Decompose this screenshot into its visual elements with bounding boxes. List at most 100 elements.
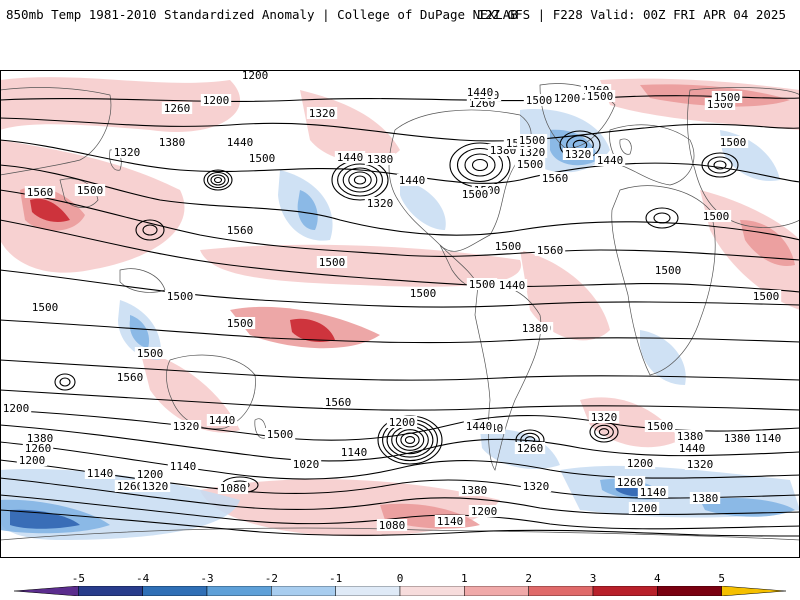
height-contour <box>0 164 800 241</box>
contour-label: 1380 <box>692 492 719 505</box>
anomaly-region <box>0 77 241 132</box>
contour-label: 1500 <box>495 240 522 253</box>
contour-label-bg <box>364 197 396 209</box>
height-contour <box>0 219 800 293</box>
contour-label: 1200 <box>137 468 164 481</box>
colorbar-segment <box>464 586 529 596</box>
contour-label: 1500 <box>519 134 546 147</box>
contour-label: 1260 <box>117 480 144 493</box>
contour-label: 1200 <box>471 505 498 518</box>
contour-label: 1320 <box>114 146 141 159</box>
contour-label: 1500 <box>753 290 780 303</box>
anomaly-map[interactable]: 1200 1260 1200 1320 1260 1320 1380 1440 1500 1440… <box>0 69 800 559</box>
closed-contour <box>135 219 165 241</box>
closed-contour <box>464 153 496 177</box>
contour-label-bg <box>156 136 188 148</box>
contour-label: 1500 <box>469 278 496 291</box>
contour-label: 1140 <box>755 432 782 445</box>
contour-label: 1320 <box>519 146 546 159</box>
contour-label: 1560 <box>542 172 569 185</box>
contour-label-bg <box>468 505 500 517</box>
colorbar-tick-label: -4 <box>136 572 150 585</box>
closed-contour <box>395 429 425 451</box>
anomaly-shading <box>0 77 800 540</box>
contour-label-bg <box>334 151 366 163</box>
height-contour <box>0 189 800 261</box>
contour-label: 1440 <box>597 154 624 167</box>
contour-label: 1500 <box>720 136 747 149</box>
closed-contour <box>348 171 372 189</box>
contour-label-bg <box>114 480 146 492</box>
contour-label-bg <box>364 153 396 165</box>
closed-contour <box>471 158 489 172</box>
colorbar-segment <box>335 586 401 596</box>
contour-label-bg <box>519 322 551 334</box>
contour-label-bg <box>514 442 546 454</box>
contour-label-bg <box>584 90 616 102</box>
contour-label: 1560 <box>117 371 144 384</box>
closed-contour <box>213 176 223 184</box>
contour-label: 1080 <box>379 519 406 532</box>
colorbar-bar <box>14 586 786 596</box>
anomaly-region <box>400 180 446 230</box>
closed-contour <box>337 163 383 197</box>
anomaly-region <box>640 330 686 385</box>
anomaly-region <box>140 350 240 433</box>
contour-label: 1440 <box>399 174 426 187</box>
contour-label: 1500 <box>137 347 164 360</box>
colorbar-segment <box>142 586 208 596</box>
closed-contour <box>456 147 504 183</box>
closed-contour <box>203 169 233 191</box>
contour-label-bg <box>290 458 322 470</box>
contour-label-bg <box>306 107 338 119</box>
contour-label: 1260 <box>517 442 544 455</box>
contour-label-bg <box>466 278 498 290</box>
contour-label: 1440 <box>209 414 236 427</box>
contour-label-bg <box>644 420 676 432</box>
contour-label: 1560 <box>325 396 352 409</box>
closed-contour <box>713 160 727 170</box>
contour-label-bg <box>224 317 256 329</box>
contour-label-bg <box>496 279 528 291</box>
coastline <box>619 138 632 155</box>
colorbar-tick-label: 0 <box>396 572 404 585</box>
contour-label-bg <box>717 136 749 148</box>
contour-label-bg <box>170 420 202 432</box>
closed-contour <box>598 428 610 436</box>
anomaly-region <box>520 250 610 341</box>
contour-label: 1200 <box>19 454 46 467</box>
colorbar-tick-label: 3 <box>589 572 597 585</box>
height-contour <box>0 509 800 537</box>
colorbar-tick-label: 2 <box>525 572 532 585</box>
coastline <box>611 185 716 376</box>
colorbar-tick-label: 4 <box>654 572 661 585</box>
contour-label-bg <box>721 432 753 444</box>
colorbar-segment <box>206 586 272 596</box>
closed-contour <box>142 224 158 236</box>
anomaly-region <box>0 140 185 273</box>
closed-contour <box>400 432 420 448</box>
contour-label-bg <box>0 402 32 414</box>
height-contour <box>0 319 800 344</box>
contour-label: 1140 <box>640 486 667 499</box>
coastline <box>166 354 256 430</box>
contour-label-bg <box>464 86 496 98</box>
anomaly-region <box>10 509 80 529</box>
contour-label-bg <box>628 502 660 514</box>
contour-label-bg <box>520 480 552 492</box>
contour-label-bg <box>114 371 146 383</box>
coastline <box>539 83 616 149</box>
contour-label: 1500 <box>714 91 741 104</box>
contour-label: 1020 <box>293 458 320 471</box>
anomaly-region <box>297 190 318 230</box>
contour-label-bg <box>516 134 548 146</box>
contour-label: 1140 <box>170 460 197 473</box>
closed-contour <box>59 377 71 387</box>
contour-label: 1500 <box>32 301 59 314</box>
contour-label: 1500 <box>655 264 682 277</box>
contour-label-bg <box>689 492 721 504</box>
closed-contour <box>353 175 367 185</box>
closed-contour <box>404 436 416 444</box>
